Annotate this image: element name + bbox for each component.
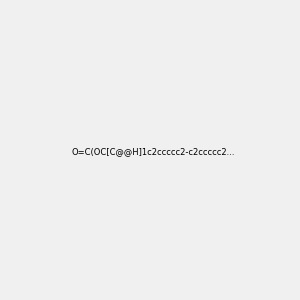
Text: O=C(OC[C@@H]1c2ccccc2-c2ccccc2...: O=C(OC[C@@H]1c2ccccc2-c2ccccc2... [72, 147, 236, 156]
